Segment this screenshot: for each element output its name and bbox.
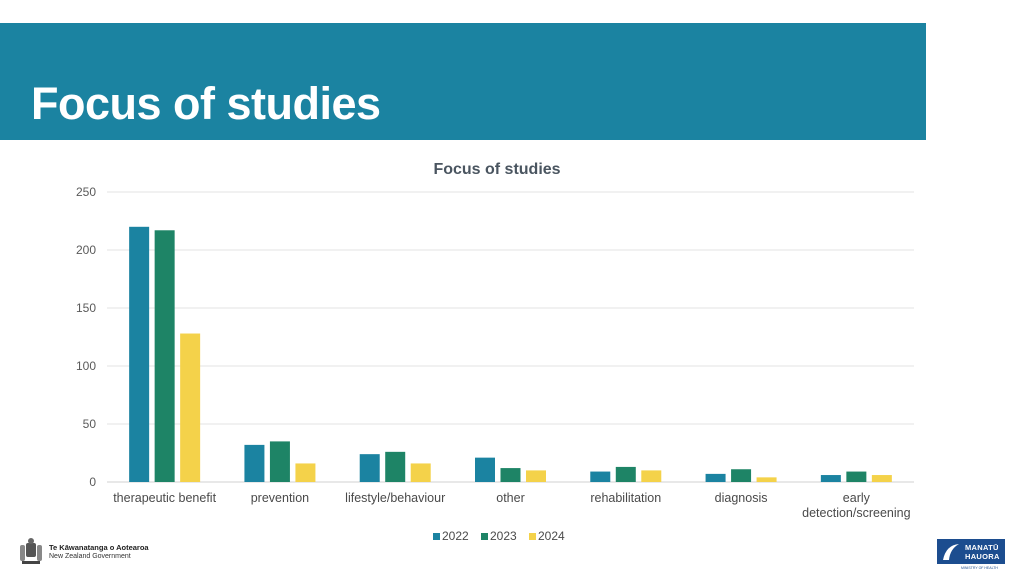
x-tick-label-line: prevention bbox=[251, 491, 309, 505]
gov-name-maori: Te Kāwanatanga o Aotearoa bbox=[49, 543, 149, 552]
x-tick-label: therapeutic benefit bbox=[113, 491, 216, 505]
x-tick-label: early detection/screening bbox=[802, 491, 910, 520]
bar-2024 bbox=[295, 463, 316, 482]
legend-swatch-2023 bbox=[481, 533, 488, 540]
x-tick-label-line: early bbox=[843, 491, 871, 505]
logo-subtitle: MINISTRY OF HEALTH bbox=[961, 566, 998, 570]
x-tick-label: prevention bbox=[251, 491, 309, 505]
x-tick-label-line: lifestyle/behaviour bbox=[345, 491, 445, 505]
bar-2024 bbox=[180, 333, 201, 482]
bar-2023 bbox=[269, 441, 290, 482]
bar-2023 bbox=[731, 469, 752, 482]
x-tick-label: diagnosis bbox=[715, 491, 768, 505]
y-tick-label: 100 bbox=[76, 359, 96, 373]
y-tick-label: 50 bbox=[83, 417, 97, 431]
manatu-hauora-badge: MANATŪ HAUORA bbox=[937, 539, 1005, 564]
bar-2023 bbox=[615, 466, 636, 482]
gov-name-english: New Zealand Government bbox=[49, 553, 131, 560]
bar-2022 bbox=[475, 457, 495, 482]
legend-swatch-2022 bbox=[433, 533, 440, 540]
bar-2022 bbox=[359, 454, 380, 482]
bar-2024 bbox=[641, 470, 662, 482]
bar-2024 bbox=[756, 477, 777, 482]
title-banner: Focus of studies bbox=[0, 23, 926, 140]
legend-label: 2023 bbox=[490, 529, 517, 543]
nz-coat-of-arms-icon bbox=[20, 538, 42, 564]
y-tick-label: 250 bbox=[76, 185, 96, 199]
chart-title: Focus of studies bbox=[433, 161, 560, 178]
manatu-hauora-logo: MANATŪ HAUORA MINISTRY OF HEALTH bbox=[937, 539, 1005, 570]
x-tick-label-line: therapeutic benefit bbox=[113, 491, 216, 505]
bar-2024 bbox=[410, 463, 431, 482]
bar-2022 bbox=[820, 475, 841, 482]
legend-label: 2024 bbox=[538, 529, 565, 543]
x-tick-label: lifestyle/behaviour bbox=[345, 491, 445, 505]
logo-line-2: HAUORA bbox=[965, 552, 1000, 561]
x-tick-label-line: other bbox=[496, 491, 525, 505]
x-tick-label-line: diagnosis bbox=[715, 491, 768, 505]
bar-2022 bbox=[129, 226, 150, 482]
bar-2023 bbox=[385, 451, 406, 482]
bar-2024 bbox=[871, 475, 892, 482]
x-tick-label: rehabilitation bbox=[590, 491, 661, 505]
manatu-hauora-koru-icon bbox=[943, 544, 959, 560]
bar-2024 bbox=[526, 470, 546, 482]
slide-title: Focus of studies bbox=[31, 78, 381, 129]
y-tick-label: 0 bbox=[89, 475, 96, 489]
x-tick-label-line: rehabilitation bbox=[590, 491, 661, 505]
x-tick-label: other bbox=[496, 491, 525, 505]
bar-2022 bbox=[244, 444, 265, 482]
x-tick-label-line: detection/screening bbox=[802, 506, 910, 520]
bar-2023 bbox=[500, 468, 521, 482]
bar-2023 bbox=[846, 471, 867, 482]
bar-2022 bbox=[705, 473, 726, 482]
logo-line-1: MANATŪ bbox=[965, 543, 999, 552]
y-tick-label: 150 bbox=[76, 301, 96, 315]
y-tick-label: 200 bbox=[76, 243, 96, 257]
bar-2023 bbox=[154, 230, 175, 482]
bar-2022 bbox=[590, 471, 611, 482]
legend-swatch-2024 bbox=[529, 533, 536, 540]
nz-government-logo: Te Kāwanatanga o Aotearoa New Zealand Go… bbox=[16, 537, 149, 567]
legend-label: 2022 bbox=[442, 529, 469, 543]
